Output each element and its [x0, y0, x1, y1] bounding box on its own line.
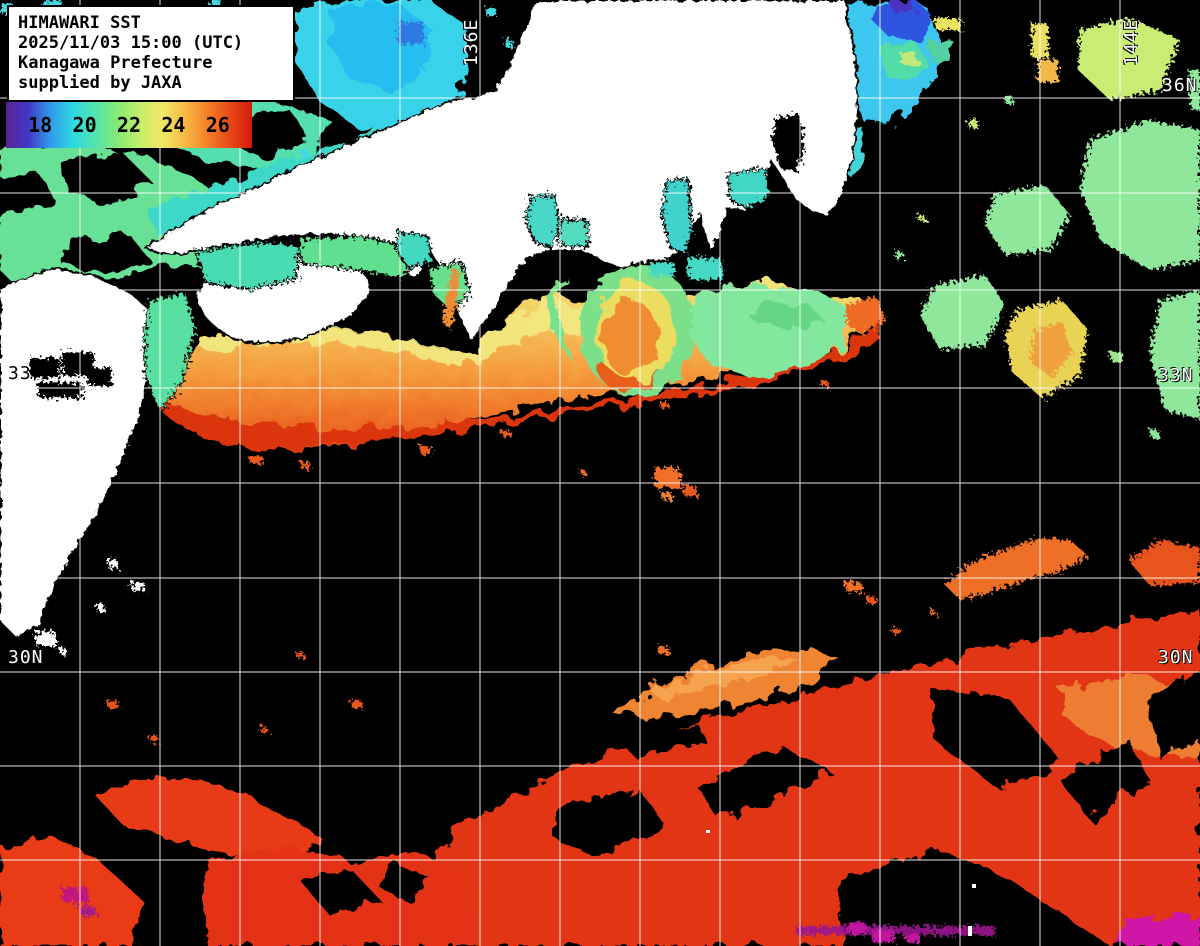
scattered-warm-specks [580, 468, 1200, 634]
map-data-credit: supplied by JAXA [18, 73, 182, 93]
islets-near-33-label [30, 352, 112, 398]
lon-label-144e: 144E [1121, 18, 1142, 66]
ise-bay [524, 192, 562, 250]
warm-fringe-specks [250, 380, 828, 468]
lat-label-36-right: 36N [1162, 75, 1198, 96]
mikawa-bay [559, 219, 589, 247]
gridlines-longitude [79, 0, 1121, 946]
map-region: Kanagawa Prefecture [18, 53, 213, 73]
colorbar-tick: 22 [116, 113, 142, 137]
map-timestamp: 2025/11/03 15:00 (UTC) [18, 33, 244, 53]
gridlines-latitude [0, 97, 1200, 861]
colorbar-tick: 26 [205, 113, 230, 137]
hot-magenta-strips [706, 830, 1200, 946]
colorbar-tick: 24 [161, 113, 186, 137]
colorbar-tick: 20 [72, 113, 97, 137]
tiny-white-dots [706, 830, 976, 936]
coastal-bays [524, 114, 804, 256]
temperature-colorbar: 18 20 22 24 26 [6, 102, 252, 148]
offshore-green-patches [895, 18, 1200, 438]
inland-sea-water [142, 230, 472, 414]
map-title: HIMAWARI SST [18, 13, 141, 33]
small-islands [36, 560, 144, 654]
lon-label-136e: 136E [461, 18, 482, 66]
cloud-gaps-north [0, 110, 310, 275]
colorbar-gradient [6, 102, 252, 148]
lat-label-30-left: 30N [8, 647, 44, 668]
tokyo-bay [772, 114, 804, 172]
kuroshio-coastal-band [150, 258, 886, 468]
lat-label-30-right: 30N [1158, 647, 1194, 668]
lat-label-33-right: 33N [1158, 365, 1194, 386]
lat-label-33-left: 33 [8, 363, 32, 384]
colorbar-ticks: 18 20 22 24 26 [6, 102, 252, 148]
kuroshio-meander-swirl [549, 264, 696, 396]
colorbar-tick: 18 [28, 113, 53, 137]
info-box: HIMAWARI SST 2025/11/03 15:00 (UTC) Kana… [7, 5, 295, 102]
suruga-bay [660, 176, 694, 256]
sagami-bay [726, 166, 772, 210]
